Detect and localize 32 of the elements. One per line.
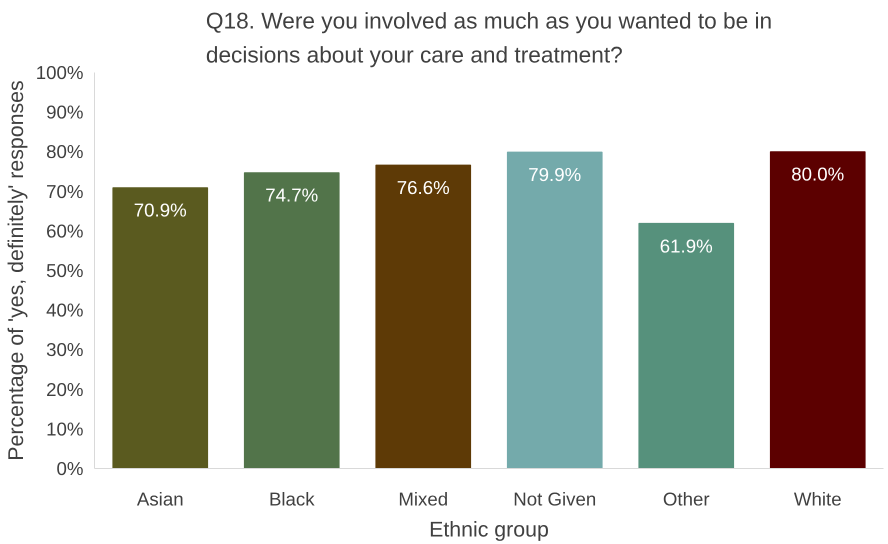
x-tick-label: Mixed [398, 488, 448, 510]
y-axis-title: Percentage of 'yes, definitely' responses [4, 80, 28, 461]
y-tick-label: 40% [46, 300, 84, 321]
x-tick-label: Black [268, 488, 316, 510]
x-tick-label: Asian [136, 488, 184, 510]
x-tick-label: Other [662, 488, 710, 510]
bar [638, 222, 734, 468]
y-tick-label: 10% [46, 418, 84, 440]
y-tick-label: 30% [46, 339, 84, 360]
bar [375, 164, 472, 468]
x-axis-title: Ethnic group [429, 518, 549, 542]
y-tick-label: 90% [46, 102, 84, 123]
bar [506, 152, 603, 468]
data-label: 79.9% [528, 164, 582, 186]
data-label: 70.9% [134, 200, 187, 221]
bar [770, 151, 866, 468]
data-label: 74.7% [265, 184, 318, 206]
bar [244, 172, 340, 468]
y-tick-label: 100% [36, 62, 84, 83]
y-tick-label: 20% [46, 378, 84, 400]
chart-title: Q18. Were you involved as much as you wanted to be in decisions about your care and treatment? [206, 8, 772, 68]
y-tick-label: 70% [46, 180, 84, 202]
y-tick-label: 50% [46, 260, 84, 281]
y-tick-label: 60% [46, 220, 84, 242]
data-label: 76.6% [396, 177, 450, 198]
y-tick-label: 80% [46, 141, 84, 162]
data-label: 80.0% [791, 164, 844, 185]
data-label: 61.9% [660, 235, 713, 256]
x-tick-label: Not Given [513, 488, 596, 510]
x-tick-label: White [794, 488, 842, 510]
bar [112, 187, 208, 468]
y-tick-label: 0% [56, 458, 84, 479]
